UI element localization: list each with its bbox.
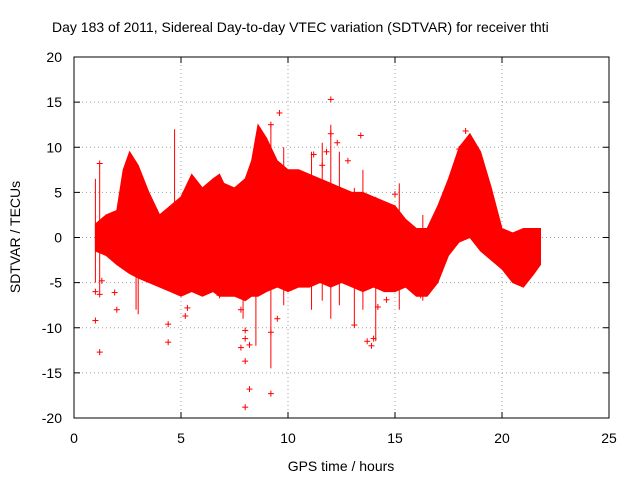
outlier-point [246, 386, 253, 393]
y-axis-ticks: -20 -15 -10 -5 0 5 10 15 20 [42, 49, 609, 426]
outlier-point [237, 306, 244, 313]
outlier-point [323, 148, 330, 155]
y-tick-label: -10 [42, 320, 62, 336]
outlier-point [96, 160, 103, 167]
outlier-point [113, 306, 120, 313]
x-axis-ticks: 0 5 10 15 20 25 [70, 57, 617, 446]
outlier-point [276, 109, 283, 116]
outlier-point [182, 313, 189, 320]
y-tick-label: -5 [50, 275, 63, 291]
plot-data [92, 96, 541, 411]
outlier-point [351, 322, 358, 329]
outlier-point [417, 292, 424, 299]
outlier-point [368, 342, 375, 349]
x-tick-label: 0 [70, 430, 78, 446]
outlier-point [267, 329, 274, 336]
outlier-point [237, 344, 244, 351]
outlier-point [92, 317, 99, 324]
outlier-point [462, 128, 469, 135]
outlier-point [383, 296, 390, 303]
outlier-point [165, 321, 172, 328]
y-tick-label: 15 [46, 94, 62, 110]
outlier-point [267, 121, 274, 128]
outlier-point [327, 96, 334, 103]
outlier-point [334, 139, 341, 146]
outlier-point [344, 157, 351, 164]
outlier-point [242, 404, 249, 411]
spike-marks [94, 124, 424, 369]
outlier-point [96, 291, 103, 298]
outlier-point [216, 292, 223, 299]
sdtvar-band [94, 123, 541, 302]
outlier-point [357, 132, 364, 139]
outlier-point [364, 338, 371, 345]
outlier-point [374, 303, 381, 310]
x-tick-label: 25 [601, 430, 617, 446]
outlier-point [319, 162, 326, 169]
y-tick-label: 10 [46, 139, 62, 155]
outlier-point [242, 327, 249, 334]
outlier-point [267, 390, 274, 397]
outlier-point [242, 335, 249, 342]
y-axis-label: SDTVAR / TECUs [7, 181, 23, 293]
x-tick-label: 5 [177, 430, 185, 446]
x-tick-label: 20 [494, 430, 510, 446]
y-tick-label: 20 [46, 49, 62, 65]
outlier-point [327, 130, 334, 137]
outlier-point [310, 151, 317, 158]
outlier-marks [92, 96, 469, 411]
outlier-point [370, 335, 377, 342]
outlier-point [165, 339, 172, 346]
outlier-point [392, 191, 398, 198]
chart-title: Day 183 of 2011, Sidereal Day-to-day VTE… [52, 19, 549, 35]
outlier-point [456, 146, 463, 153]
x-tick-label: 10 [280, 430, 296, 446]
outlier-point [98, 277, 105, 284]
y-tick-label: 0 [54, 230, 62, 246]
x-axis-label: GPS time / hours [288, 458, 395, 474]
y-tick-label: -15 [42, 365, 62, 381]
outlier-point [184, 304, 191, 311]
outlier-point [274, 315, 281, 322]
y-tick-label: -20 [42, 410, 62, 426]
outlier-point [111, 289, 118, 296]
outlier-point [92, 288, 99, 295]
outlier-point [242, 358, 249, 365]
outlier-point [246, 341, 253, 348]
outlier-point [96, 349, 103, 356]
y-tick-label: 5 [54, 184, 62, 200]
x-tick-label: 15 [387, 430, 403, 446]
